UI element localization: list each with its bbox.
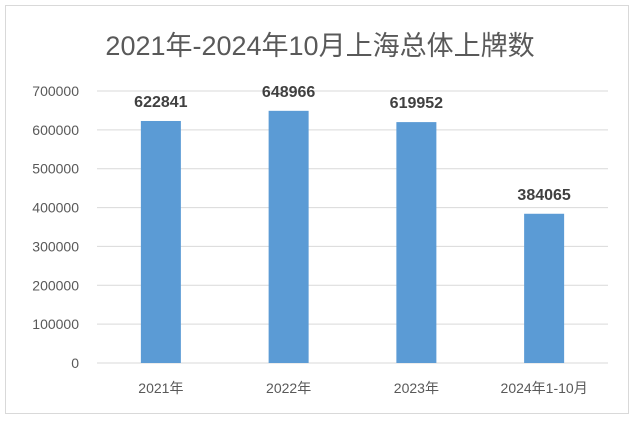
y-tick-label: 200000 (32, 277, 79, 293)
chart-title: 2021年-2024年10月上海总体上牌数 (105, 31, 534, 61)
y-tick-label: 100000 (32, 316, 79, 332)
bar (396, 122, 437, 363)
y-tick-label: 300000 (32, 238, 79, 254)
y-tick-label: 700000 (32, 83, 79, 99)
x-tick-label: 2023年 (394, 380, 439, 396)
x-tick-label: 2021年 (138, 380, 183, 396)
x-tick-label: 2022年 (266, 380, 311, 396)
y-tick-label: 500000 (32, 161, 79, 177)
bar (524, 213, 565, 363)
bar (268, 110, 309, 363)
y-tick-label: 400000 (32, 200, 79, 216)
bar (140, 120, 181, 363)
x-tick-label: 2024年1-10月 (501, 380, 588, 396)
data-label: 622841 (134, 94, 187, 111)
data-label: 648966 (262, 84, 315, 101)
data-label: 384065 (517, 187, 570, 204)
y-tick-label: 600000 (32, 122, 79, 138)
data-label: 619952 (390, 95, 443, 112)
y-tick-label: 0 (71, 355, 79, 371)
chart-frame (5, 5, 629, 414)
